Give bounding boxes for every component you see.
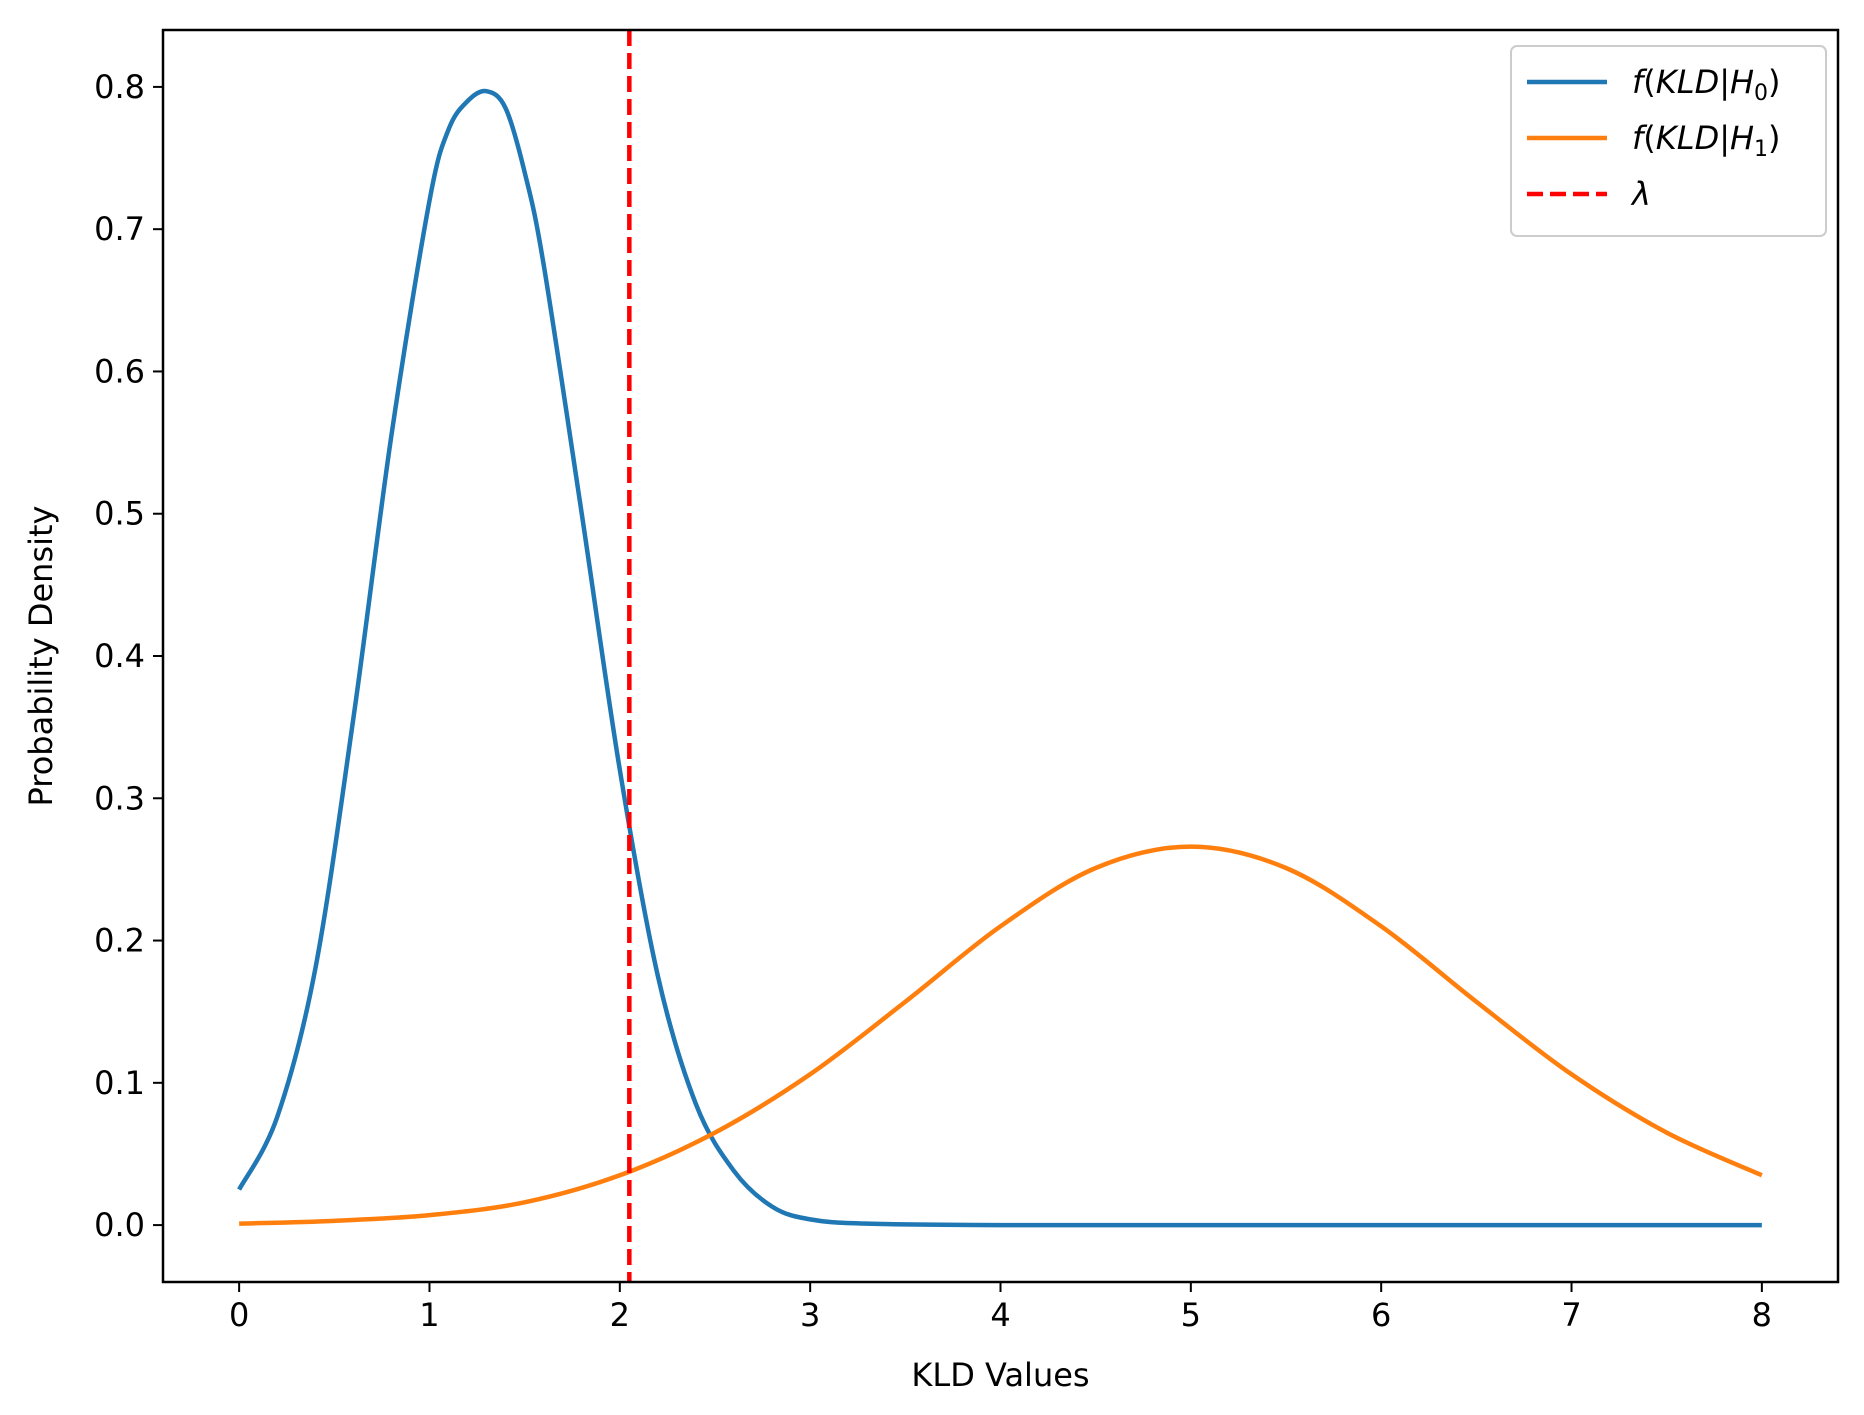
series-line-0 [237,88,1762,1228]
x-tick-label: 1 [419,1296,439,1334]
y-tick-label: 0.6 [94,352,145,390]
y-axis-label: Probability Density [22,506,60,807]
legend-label: λ [1630,175,1651,213]
x-tick-label: 0 [229,1296,249,1334]
x-tick-label: 5 [1181,1296,1201,1334]
legend-box [1510,45,1827,237]
y-tick-label: 0.3 [94,779,145,817]
x-axis-label: KLD Values [911,1356,1089,1394]
legend-label: f(KLD|H1) [1632,119,1781,162]
x-tick-label: 4 [990,1296,1010,1334]
x-tick-label: 8 [1752,1296,1772,1334]
y-tick-label: 0.5 [94,495,145,533]
y-tick-label: 0.0 [94,1206,145,1244]
y-tick-label: 0.8 [94,68,145,106]
y-tick-label: 0.7 [94,210,145,248]
y-tick-label: 0.4 [94,637,145,675]
y-tick-label: 0.1 [94,1064,145,1102]
x-tick-label: 3 [800,1296,820,1334]
y-tick-label: 0.2 [94,922,145,960]
x-axis: 0 1 2 3 4 5 6 7 8 [229,1282,1772,1334]
x-tick-label: 6 [1371,1296,1391,1334]
series-line-1 [239,844,1763,1226]
legend: f(KLD|H0) f(KLD|H1) λ [1510,45,1827,237]
curves-layer [237,30,1763,1282]
y-axis: 0.0 0.1 0.2 0.3 0.4 0.5 0.6 0.7 0.8 [94,68,163,1244]
x-tick-label: 7 [1561,1296,1581,1334]
x-tick-label: 2 [610,1296,630,1334]
legend-label: f(KLD|H0) [1632,63,1781,106]
